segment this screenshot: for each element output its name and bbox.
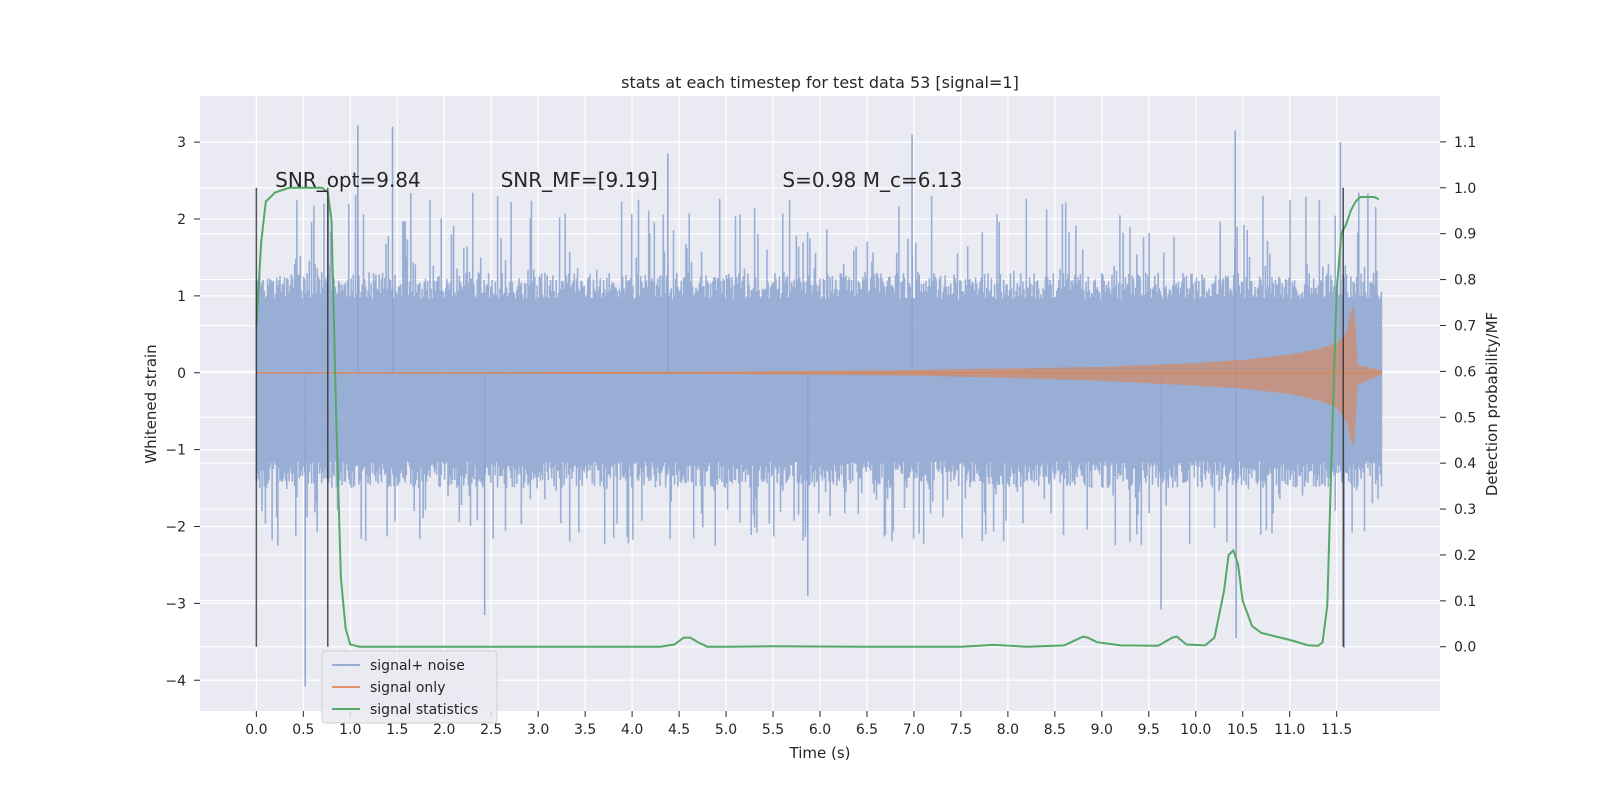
y2-tick-label: 0.7 bbox=[1454, 318, 1476, 334]
x-tick-label: 0.5 bbox=[292, 722, 314, 738]
annotations: SNR_opt=9.84 SNR_MF=[9.19] S=0.98 M_c=6.13 bbox=[275, 168, 962, 192]
y2-tick-label: 0.4 bbox=[1454, 456, 1476, 472]
y2-tick-label: 0.2 bbox=[1454, 548, 1476, 564]
legend-label: signal only bbox=[370, 680, 445, 696]
x-tick-label: 8.5 bbox=[1044, 722, 1066, 738]
legend-label: signal+ noise bbox=[370, 658, 465, 674]
y2-tick-label: 1.1 bbox=[1454, 135, 1476, 151]
annotation: S=0.98 M_c=6.13 bbox=[782, 168, 962, 192]
vertical-lines bbox=[255, 187, 1344, 647]
x-tick-label: 1.0 bbox=[339, 722, 361, 738]
x-tick-label: 4.0 bbox=[621, 722, 643, 738]
x-tick-label: 3.0 bbox=[527, 722, 549, 738]
y-tick-label: 2 bbox=[177, 212, 186, 228]
legend: signal+ noise signal only signal statistic… bbox=[321, 650, 498, 724]
x-axis-label: Time (s) bbox=[789, 744, 851, 762]
y2-axis-ticks: 0.0 0.1 0.2 0.3 0.4 0.5 0.6 0.7 0.8 0.9 1.0 1.1 bbox=[1440, 135, 1476, 656]
y-tick-label: 3 bbox=[177, 135, 186, 151]
x-tick-label: 0.0 bbox=[245, 722, 267, 738]
annotation: SNR_MF=[9.19] bbox=[501, 168, 658, 192]
y-tick-label: −2 bbox=[165, 520, 186, 536]
x-tick-label: 6.5 bbox=[856, 722, 878, 738]
x-tick-label: 2.0 bbox=[433, 722, 455, 738]
y2-tick-label: 0.3 bbox=[1454, 502, 1476, 518]
x-tick-label: 8.0 bbox=[997, 722, 1019, 738]
y2-tick-label: 0.8 bbox=[1454, 273, 1476, 289]
y-tick-label: −3 bbox=[165, 596, 186, 612]
y2-axis-label: Detection probability/MF bbox=[1483, 312, 1501, 496]
y-tick-label: 0 bbox=[177, 366, 186, 382]
x-tick-label: 3.5 bbox=[574, 722, 596, 738]
x-axis-ticks: 0.0 0.5 1.0 1.5 2.0 2.5 3.0 3.5 4.0 4.5 5.0 5.5 6.0 6… bbox=[245, 711, 1352, 738]
series-layer bbox=[255, 125, 1383, 687]
x-tick-label: 6.0 bbox=[809, 722, 831, 738]
x-tick-label: 9.5 bbox=[1138, 722, 1160, 738]
x-tick-label: 11.0 bbox=[1274, 722, 1305, 738]
chart-title: stats at each timestep for test data 53 … bbox=[621, 73, 1019, 92]
x-tick-label: 11.5 bbox=[1321, 722, 1352, 738]
y-tick-label: −1 bbox=[165, 443, 186, 459]
legend-label: signal statistics bbox=[370, 702, 478, 718]
y2-tick-label: 0.5 bbox=[1454, 410, 1476, 426]
x-tick-label: 4.5 bbox=[668, 722, 690, 738]
x-tick-label: 2.5 bbox=[480, 722, 502, 738]
y2-tick-label: 1.0 bbox=[1454, 181, 1476, 197]
series-signal-statistics bbox=[255, 186, 1380, 648]
y2-tick-label: 0.1 bbox=[1454, 594, 1476, 610]
y2-tick-label: 0.6 bbox=[1454, 364, 1476, 380]
y2-tick-label: 0.9 bbox=[1454, 227, 1476, 243]
legend-box bbox=[321, 650, 498, 724]
x-tick-label: 5.0 bbox=[715, 722, 737, 738]
y-tick-label: 1 bbox=[177, 289, 186, 305]
x-tick-label: 10.5 bbox=[1227, 722, 1258, 738]
x-tick-label: 5.5 bbox=[762, 722, 784, 738]
y-tick-label: −4 bbox=[165, 673, 186, 689]
y-axis-label: Whitened strain bbox=[142, 344, 160, 463]
x-tick-label: 10.0 bbox=[1180, 722, 1211, 738]
x-tick-label: 1.5 bbox=[386, 722, 408, 738]
y-axis-ticks: −4 −3 −2 −1 0 1 2 3 bbox=[165, 135, 200, 689]
x-tick-label: 7.5 bbox=[950, 722, 972, 738]
x-tick-label: 9.0 bbox=[1091, 722, 1113, 738]
series-signal-only bbox=[256, 304, 1383, 446]
y2-tick-label: 0.0 bbox=[1454, 640, 1476, 656]
annotation: SNR_opt=9.84 bbox=[275, 168, 421, 192]
x-tick-label: 7.0 bbox=[903, 722, 925, 738]
